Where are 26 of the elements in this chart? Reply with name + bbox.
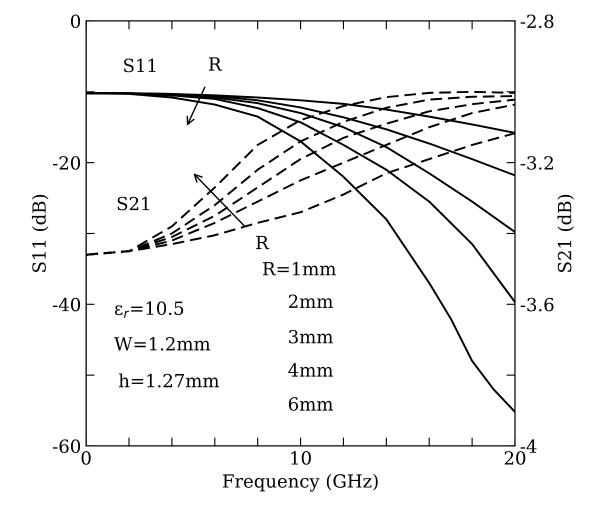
annotation: R=1mm — [262, 262, 336, 276]
y2-tick-label: -4 — [520, 439, 537, 453]
annotation: R — [256, 236, 270, 250]
y2-tick-label: -3.6 — [520, 298, 554, 312]
annotation: S21 — [118, 196, 149, 210]
annotation: R — [208, 57, 222, 71]
annotation: S11 — [124, 58, 156, 72]
y-tick-label: -60 — [52, 439, 80, 454]
y2-tick-label: -2.8 — [520, 14, 554, 28]
x-axis-title: Frequency (GHz) — [222, 474, 378, 492]
y2-tick-label: -3.2 — [520, 156, 553, 170]
annotation: 2mm — [288, 294, 333, 308]
annotation: 4mm — [288, 363, 333, 377]
y-tick-label: -40 — [52, 298, 80, 312]
y-tick-label: -20 — [52, 156, 80, 170]
y-tick-label: 0 — [70, 14, 80, 28]
y2-axis-title: S21 (dB) — [557, 194, 574, 272]
annotation: h=1.27mm — [118, 373, 220, 388]
annotation: 6mm — [288, 397, 333, 411]
x-tick-label: 20 — [504, 451, 526, 465]
annotation: 3mm — [289, 330, 333, 344]
x-tick-label: 0 — [82, 451, 91, 465]
annotation: ε$_{r}$=10.5 — [114, 301, 184, 318]
annotation: W=1.2mm — [114, 336, 210, 351]
y-axis-title: S11 (dB) — [32, 194, 48, 272]
x-tick-label: 10 — [291, 451, 311, 465]
